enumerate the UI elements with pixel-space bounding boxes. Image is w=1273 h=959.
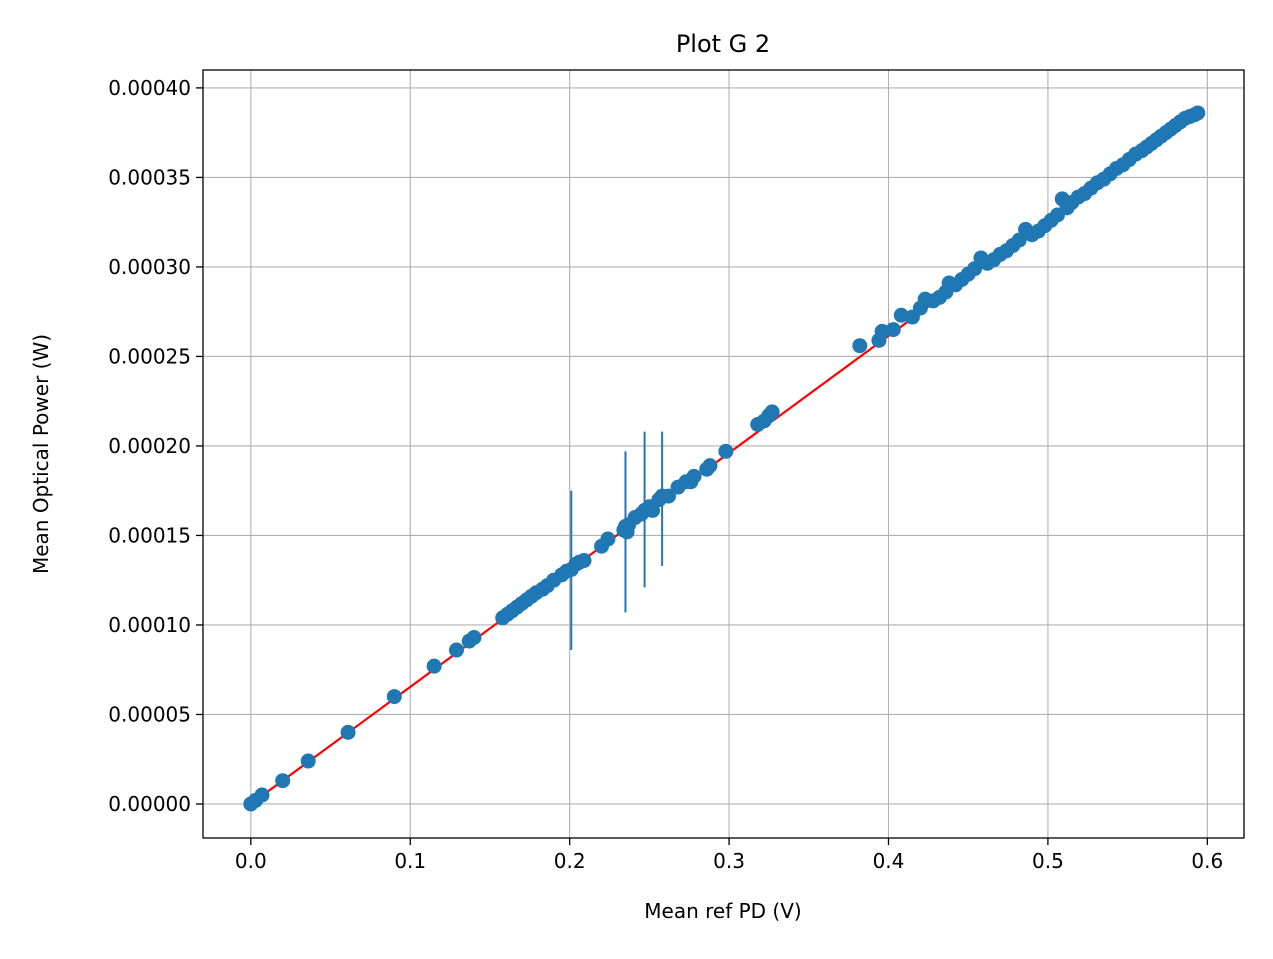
data-points <box>243 105 1206 812</box>
y-tick-label: 0.00035 <box>108 165 191 189</box>
ticks: 0.0 0.1 0.2 0.3 0.4 0.5 0.6 0.00000 0.00005 0.000… <box>108 76 1223 873</box>
data-point <box>852 338 868 354</box>
data-point <box>686 468 702 484</box>
x-tick-label: 0.0 <box>235 849 267 873</box>
x-axis-label: Mean ref PD (V) <box>644 899 801 923</box>
data-point <box>874 323 890 339</box>
x-tick-label: 0.1 <box>394 849 426 873</box>
y-tick-label: 0.00005 <box>108 702 191 726</box>
y-tick-label: 0.00000 <box>108 792 191 816</box>
y-tick-label: 0.00040 <box>108 76 191 100</box>
y-tick-label: 0.00015 <box>108 523 191 547</box>
x-tick-label: 0.3 <box>713 849 745 873</box>
data-point <box>300 753 316 769</box>
data-point <box>275 773 291 789</box>
y-tick-label: 0.00010 <box>108 613 191 637</box>
y-axis-label: Mean Optical Power (W) <box>29 334 53 574</box>
data-point <box>764 404 780 420</box>
data-point <box>340 724 356 740</box>
y-tick-label: 0.00025 <box>108 344 191 368</box>
data-point <box>466 629 482 645</box>
data-point <box>600 531 616 547</box>
grid <box>203 70 1244 838</box>
data-point <box>386 689 402 705</box>
data-point <box>885 322 901 338</box>
data-point <box>893 307 909 323</box>
chart-title: Plot G 2 <box>676 30 770 58</box>
data-point <box>718 443 734 459</box>
plot-frame <box>202 69 1245 839</box>
y-tick-label: 0.00020 <box>108 434 191 458</box>
data-point <box>576 553 592 569</box>
x-tick-label: 0.4 <box>873 849 905 873</box>
y-tick-label: 0.00030 <box>108 255 191 279</box>
x-tick-label: 0.2 <box>554 849 586 873</box>
data-point <box>426 658 442 674</box>
x-tick-label: 0.5 <box>1032 849 1064 873</box>
data-point <box>1190 105 1206 121</box>
data-point <box>661 488 677 504</box>
x-tick-label: 0.6 <box>1191 849 1223 873</box>
data-point <box>448 642 464 658</box>
data-point <box>702 458 718 474</box>
data-point <box>254 787 270 803</box>
